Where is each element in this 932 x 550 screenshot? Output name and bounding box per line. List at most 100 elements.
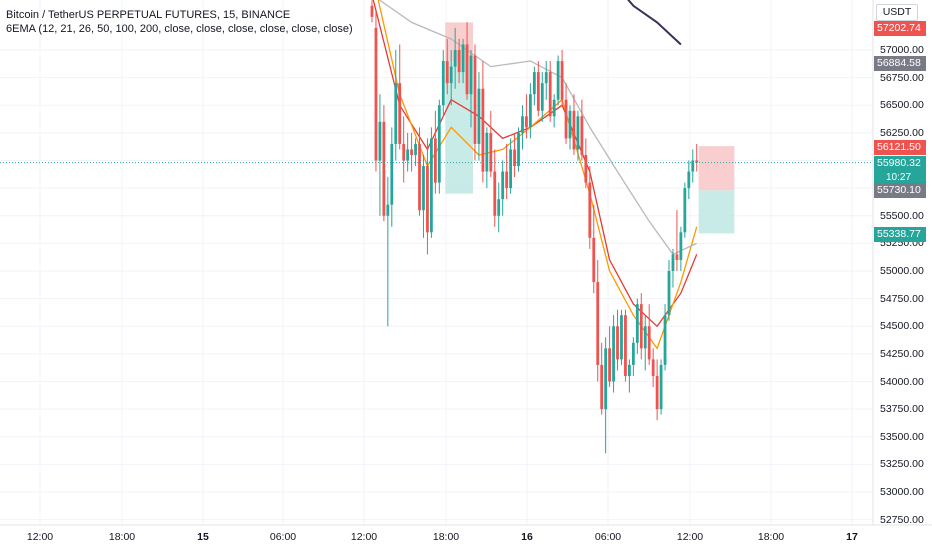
- time-tick-label: 06:00: [594, 531, 622, 543]
- stop-loss-zone: [698, 146, 735, 191]
- candle-body: [521, 116, 524, 133]
- candle-body: [588, 182, 592, 238]
- currency-selector[interactable]: USDT: [876, 4, 918, 21]
- time-tick-label: 12:00: [676, 531, 704, 543]
- candle-body: [600, 364, 604, 410]
- bar-countdown: 10:27: [874, 170, 926, 184]
- candle-body: [493, 171, 497, 216]
- candle-body: [695, 160, 699, 163]
- price-tag: 57202.74: [874, 20, 926, 36]
- candle-body: [647, 326, 651, 360]
- price-tick-label: 55500.00: [880, 209, 924, 222]
- candle-body: [639, 304, 643, 349]
- candle-body: [525, 116, 528, 128]
- candle-body: [529, 94, 532, 128]
- ema-line-purple: [627, 0, 682, 46]
- time-tick-label: 17: [846, 531, 858, 543]
- candle-body: [548, 72, 552, 117]
- candle-body: [418, 143, 421, 211]
- candle-body: [635, 304, 639, 343]
- candle-body: [465, 44, 469, 95]
- candle-body: [430, 138, 433, 233]
- candle-body: [505, 171, 509, 189]
- time-tick-label: 12:00: [26, 531, 54, 543]
- candle-body: [671, 254, 675, 271]
- candle-body: [445, 61, 449, 84]
- candle-body: [422, 166, 425, 211]
- price-tick-label: 52750.00: [880, 513, 924, 526]
- price-tick-label: 53750.00: [880, 403, 924, 416]
- candle-body: [667, 271, 671, 316]
- price-tick-label: 54750.00: [880, 292, 924, 305]
- candle-body: [426, 166, 429, 233]
- candle-body: [390, 143, 394, 205]
- candle-body: [382, 121, 386, 216]
- candle-body: [441, 61, 445, 106]
- candle-body: [608, 348, 611, 382]
- candle-body: [414, 143, 417, 155]
- candle-body: [374, 27, 378, 161]
- candle-body: [517, 132, 520, 167]
- price-tag: 55980.32: [874, 155, 926, 171]
- price-tick-label: 53500.00: [880, 430, 924, 443]
- candle-body: [556, 61, 560, 100]
- price-tick-label: 54250.00: [880, 347, 924, 360]
- candle-body: [643, 326, 647, 349]
- price-tick-label: 56750.00: [880, 71, 924, 84]
- time-tick-label: 18:00: [757, 531, 785, 543]
- candle-body: [469, 55, 473, 95]
- candle-body: [473, 55, 477, 144]
- candle-body: [410, 149, 413, 155]
- price-tag: 56121.50: [874, 140, 926, 156]
- price-tag: 55730.10: [874, 183, 926, 199]
- grid-lines: [0, 0, 873, 525]
- candle-body: [584, 154, 588, 183]
- candle-body: [616, 326, 619, 360]
- candle-body: [489, 132, 493, 172]
- time-tick-label: 18:00: [432, 531, 460, 543]
- candle-body: [624, 315, 627, 376]
- price-tag: 55338.77: [874, 226, 926, 242]
- candle-body: [604, 348, 608, 410]
- candle-body: [628, 364, 631, 376]
- candle-body: [675, 254, 679, 260]
- candle-body: [651, 359, 655, 376]
- candle-body: [568, 110, 572, 139]
- candle-body: [378, 121, 382, 161]
- candle-body: [461, 44, 465, 73]
- candle-body: [564, 99, 568, 139]
- candle-body: [485, 132, 489, 172]
- candle-body: [433, 138, 437, 183]
- time-tick-label: 16: [521, 531, 533, 543]
- candle-body: [501, 171, 505, 200]
- candle-body: [386, 204, 390, 216]
- candle-body: [477, 88, 481, 144]
- candle-body: [532, 72, 536, 95]
- candle-body: [580, 116, 584, 155]
- candle-body: [659, 364, 663, 410]
- chart-header: Bitcoin / TetherUS PERPETUAL FUTURES, 15…: [6, 8, 353, 36]
- candle-body: [398, 83, 402, 144]
- price-tick-label: 53000.00: [880, 486, 924, 498]
- candle-body: [612, 326, 615, 382]
- symbol-title[interactable]: Bitcoin / TetherUS PERPETUAL FUTURES, 15…: [6, 9, 291, 21]
- time-tick-label: 06:00: [269, 531, 297, 543]
- time-tick-label: 18:00: [108, 531, 136, 543]
- candle-body: [655, 375, 659, 410]
- candle-body: [540, 83, 544, 111]
- candle-body: [631, 342, 635, 365]
- price-tick-label: 54500.00: [880, 320, 924, 333]
- price-tick-label: 55000.00: [880, 265, 924, 277]
- candle-body: [509, 149, 512, 189]
- candle-body: [560, 61, 564, 100]
- indicator-legend[interactable]: 6EMA (12, 21, 26, 50, 100, 200, close, c…: [6, 23, 353, 35]
- candle-body: [683, 188, 687, 233]
- time-tick-label: 15: [197, 531, 209, 543]
- candle-body: [449, 66, 453, 84]
- candle-body: [536, 72, 540, 111]
- candle-body: [620, 315, 623, 360]
- candle-body: [457, 50, 461, 73]
- candle-body: [679, 232, 683, 260]
